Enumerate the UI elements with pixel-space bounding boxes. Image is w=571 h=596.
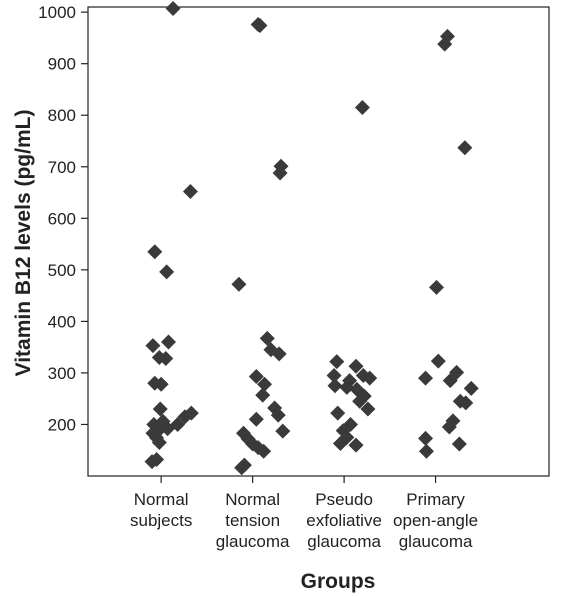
data-point-diamond — [327, 378, 343, 394]
y-axis-ticks: 200 300 400 500 600 700 800 900 1000 — [38, 3, 88, 434]
data-point-diamond — [256, 443, 272, 459]
data-point-diamond — [430, 353, 446, 369]
data-point-diamond — [339, 379, 355, 395]
data-point-diamond — [354, 100, 370, 115]
data-point-diamond — [165, 1, 181, 17]
x-category-label: Normal tension glaucoma — [216, 490, 290, 551]
x-category-label: Normal subjects — [130, 490, 192, 530]
data-point-diamond — [418, 430, 434, 446]
y-tick-label: 500 — [48, 261, 76, 280]
data-point-diamond — [463, 380, 479, 396]
data-point-diamond — [457, 140, 473, 156]
x-category-label-line: glaucoma — [399, 532, 473, 551]
x-category-label-line: Pseudo — [315, 490, 373, 509]
data-point-diamond — [332, 436, 348, 452]
data-point-diamond — [177, 409, 193, 425]
data-point-diamond — [160, 334, 176, 350]
data-point-diamond — [458, 395, 474, 411]
data-point-diamond — [159, 264, 175, 280]
plot-frame — [87, 6, 550, 477]
data-point-diamond — [147, 244, 163, 260]
data-point-diamond — [271, 346, 287, 362]
data-point-diamond — [362, 370, 378, 386]
data-point-diamond — [329, 354, 345, 370]
x-category-label: Pseudo exfoliative glaucoma — [306, 490, 382, 551]
data-point-diamond — [252, 18, 268, 34]
data-point-diamond — [352, 393, 368, 409]
data-point-diamond — [270, 407, 286, 423]
x-category-label-line: open-angle — [393, 511, 478, 530]
data-point-diamond — [348, 358, 364, 374]
data-point-diamond — [231, 276, 247, 292]
x-category-label-line: subjects — [130, 511, 192, 530]
y-tick-label: 800 — [48, 106, 76, 125]
data-point-diamond — [428, 279, 444, 295]
data-point-diamond — [234, 460, 250, 476]
data-point-diamond — [437, 36, 453, 52]
x-category-label-line: tension — [225, 511, 280, 530]
data-point-diamond — [326, 368, 342, 383]
y-tick-label: 600 — [48, 209, 76, 228]
data-point-diamond — [145, 338, 161, 354]
data-point-diamond — [248, 369, 264, 385]
data-point-diamond — [418, 443, 434, 459]
x-category-label-line: Normal — [134, 490, 189, 509]
x-category-label-line: exfoliative — [306, 511, 382, 530]
data-point-diamond — [153, 376, 169, 392]
data-point-diamond — [330, 405, 346, 421]
x-category-label-line: glaucoma — [307, 532, 381, 551]
data-point-diamond — [272, 165, 288, 181]
data-point-diamond — [348, 437, 364, 453]
data-point-diamond — [152, 401, 168, 417]
data-point-diamond — [182, 184, 198, 200]
data-point-diamond — [418, 370, 434, 386]
x-category-label: Primary open-angle glaucoma — [393, 490, 478, 551]
data-point-diamond — [441, 419, 457, 435]
data-points — [144, 1, 479, 476]
data-point-diamond — [360, 401, 376, 417]
data-point-diamond — [151, 435, 167, 450]
data-point-diamond — [144, 454, 160, 470]
y-tick-label: 300 — [48, 364, 76, 383]
y-tick-label: 400 — [48, 312, 76, 331]
y-tick-label: 900 — [48, 55, 76, 74]
data-point-diamond — [451, 436, 467, 452]
plot-border — [87, 6, 550, 477]
x-category-label-line: Primary — [406, 490, 465, 509]
x-axis-title: Groups — [301, 570, 376, 593]
data-point-diamond — [275, 423, 291, 439]
data-point-diamond — [255, 387, 271, 403]
data-point-diamond — [259, 330, 275, 346]
data-point-diamond — [257, 376, 273, 392]
data-point-diamond — [248, 411, 264, 427]
x-category-label-line: Normal — [225, 490, 280, 509]
y-tick-label: 1000 — [38, 3, 76, 22]
x-category-label-line: glaucoma — [216, 532, 290, 551]
y-tick-label: 700 — [48, 158, 76, 177]
data-point-diamond — [442, 373, 458, 389]
data-point-diamond — [158, 350, 174, 366]
y-tick-label: 200 — [48, 415, 76, 434]
y-axis-title: Vitamin B12 levels (pg/mL) — [12, 110, 35, 377]
